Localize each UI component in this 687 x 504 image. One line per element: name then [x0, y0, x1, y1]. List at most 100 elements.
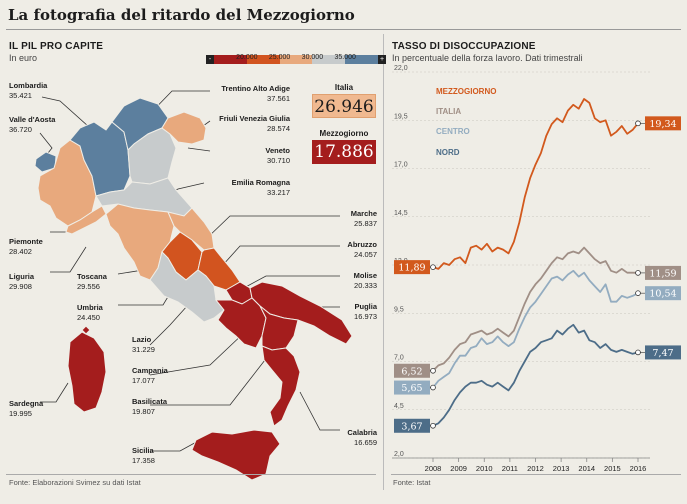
region-name: Abruzzo [347, 240, 377, 249]
label-campania: Campania 17.077 [132, 366, 168, 386]
region-name: Puglia [354, 302, 377, 311]
legend-tick: 25.000 [268, 54, 291, 61]
region-name: Basilicata [132, 397, 168, 406]
region-value: 17.358 [132, 456, 155, 465]
label-umbria: Umbria 24.450 [77, 303, 103, 323]
end-marker [635, 270, 641, 276]
region-value: 24.057 [354, 250, 377, 259]
x-tick-label: 2011 [502, 464, 518, 473]
start-value-box [394, 418, 430, 433]
region-piemonte [37, 139, 97, 227]
start-value-box [394, 363, 430, 378]
end-value-box [645, 286, 681, 301]
y-tick-label: 22,0 [394, 65, 408, 72]
region-name: Umbria [77, 303, 103, 312]
chart-lines [432, 98, 639, 427]
end-value-box [645, 265, 681, 280]
island-small [81, 325, 91, 335]
italia-label: Italia [334, 83, 354, 92]
region-value: 29.556 [77, 282, 100, 291]
label-emilia: Emilia Romagna 33.217 [232, 178, 290, 198]
label-liguria: Liguria 29.908 [9, 272, 34, 292]
region-value: 25.837 [354, 219, 377, 228]
end-value-label: 7,47 [652, 348, 673, 359]
legend-tick: 20.000 [236, 54, 258, 61]
region-name: Molise [353, 271, 377, 280]
series-line [432, 98, 639, 270]
x-tick-label: 2012 [527, 464, 544, 473]
region-name: Toscana [77, 272, 107, 281]
start-value-label: 6,52 [401, 366, 422, 377]
label-veneto: Veneto 30.710 [265, 146, 290, 166]
region-friuli [161, 111, 207, 145]
leader-sicilia [150, 439, 201, 452]
leader-sardegna [40, 382, 69, 403]
series-legend-label: NORD [436, 148, 460, 157]
label-friuli: Friuli Venezia Giulia 28.574 [219, 114, 290, 134]
y-tick-label: 4,5 [394, 403, 404, 410]
region-name: Sardegna [9, 399, 44, 408]
region-value: 31.229 [132, 345, 155, 354]
leader-liguria [50, 246, 87, 273]
label-lazio: Lazio 31.229 [132, 335, 155, 355]
region-value: 33.217 [267, 188, 290, 197]
region-sicilia [191, 429, 281, 481]
right-source: Fonte: Istat [393, 478, 431, 487]
region-value: 35.421 [9, 91, 32, 100]
label-sicilia: Sicilia 17.358 [132, 446, 155, 466]
series-line [432, 246, 639, 372]
region-value: 19.807 [132, 407, 155, 416]
unemployment-subtitle: In percentuale della forza lavoro. Dati … [392, 53, 583, 63]
region-sardegna [67, 331, 107, 413]
label-marche: Marche 25.837 [351, 209, 377, 229]
mezzogiorno-label: Mezzogiorno [319, 129, 369, 138]
legend-swatch [246, 55, 280, 64]
legend-swatch [345, 55, 378, 64]
end-value-box [645, 345, 681, 360]
legend-swatch [279, 55, 313, 64]
label-valle-aosta: Valle d'Aosta 36.720 [9, 115, 55, 135]
region-name: Trentino Alto Adige [221, 84, 290, 93]
label-toscana: Toscana 29.556 [77, 272, 107, 292]
italia-value: 26.946 [312, 94, 376, 118]
x-tick-label: 2014 [578, 464, 595, 473]
start-marker [430, 422, 436, 429]
x-tick-label: 2008 [425, 464, 442, 473]
pil-title: IL PIL PRO CAPITE [9, 41, 104, 52]
x-tick-label: 2010 [476, 464, 493, 473]
region-value: 36.720 [9, 125, 32, 134]
region-value: 24.450 [77, 313, 100, 322]
title-divider [6, 29, 681, 30]
region-name: Emilia Romagna [231, 178, 290, 187]
end-value-label: 10,54 [649, 289, 676, 300]
unemployment-title: TASSO DI DISOCCUPAZIONE [392, 41, 536, 52]
end-value-box [645, 116, 681, 131]
region-name: Piemonte [9, 237, 43, 246]
legend-tick: 35.000 [334, 54, 356, 61]
region-liguria [65, 205, 107, 235]
region-name: Liguria [9, 272, 35, 281]
start-value-label: 3,67 [401, 421, 422, 432]
region-value: 17.077 [132, 376, 155, 385]
region-name: Lazio [132, 335, 152, 344]
region-value: 30.710 [267, 156, 290, 165]
y-tick-label: 14,5 [394, 210, 408, 217]
end-value-label: 11,59 [649, 268, 676, 279]
chart-axis: 22,019,517,014,512,09,57,04,52,020082009… [392, 65, 650, 473]
label-calabria: Calabria 16.659 [347, 428, 377, 448]
legend-swatch [214, 55, 247, 64]
region-value: 19.995 [9, 409, 32, 418]
y-tick-label: 2,0 [394, 451, 404, 458]
region-value: 28.402 [9, 247, 32, 256]
region-value: 16.973 [354, 312, 377, 321]
end-value-label: 19,34 [649, 119, 676, 130]
series-line [432, 323, 639, 427]
left-footer-rule [6, 474, 376, 475]
leader-abruzzo [221, 245, 340, 267]
leader-campania [149, 330, 247, 376]
map-regions [34, 97, 353, 481]
region-calabria [261, 345, 301, 427]
region-name: Friuli Venezia Giulia [219, 114, 290, 123]
region-name: Sicilia [132, 446, 154, 455]
